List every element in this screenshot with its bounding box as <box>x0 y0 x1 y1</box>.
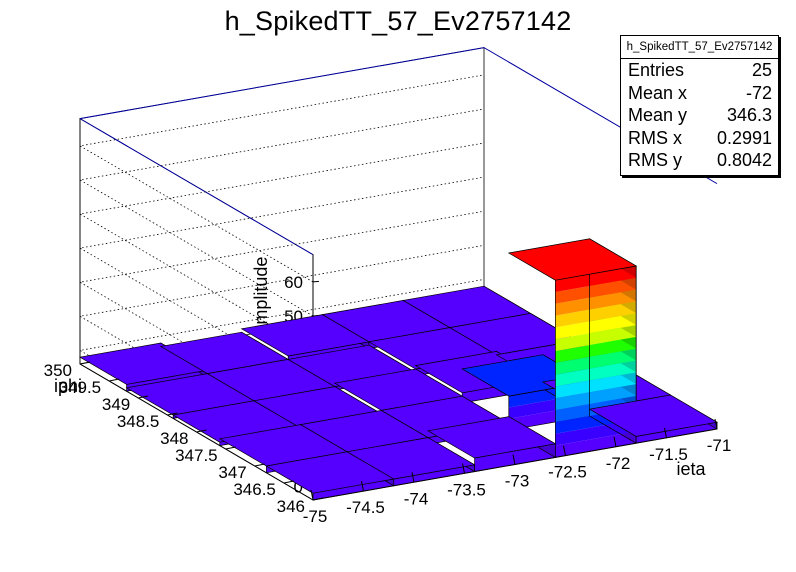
y-tick-label: 346.5 <box>233 480 276 499</box>
z-tick-label: 0 <box>294 477 303 496</box>
y-tick <box>109 378 120 382</box>
x-tick <box>664 427 667 438</box>
bar-face-front <box>313 479 394 500</box>
bar-face-front <box>555 419 637 446</box>
stats-label: Mean y <box>628 105 688 125</box>
bar-top <box>346 437 476 480</box>
x-tick <box>462 463 465 474</box>
x-tick-label: -74.5 <box>346 498 385 517</box>
x-tick-label: -73.5 <box>447 480 486 499</box>
stats-value: 346.3 <box>726 105 772 125</box>
bar-face-front <box>555 360 637 387</box>
stats-value: -72 <box>745 82 772 103</box>
y-tick-label: 347.5 <box>175 446 218 465</box>
bar-top <box>426 416 557 459</box>
y-tick <box>283 480 294 484</box>
stats-value: 0.8042 <box>716 150 772 170</box>
stats-box: h_SpikedTT_57_Ev2757142 Entries 25 Mean … <box>620 35 779 176</box>
bar-face-front <box>555 325 637 352</box>
stats-label: Entries <box>628 60 685 80</box>
lego-bars <box>78 238 719 501</box>
x-tick-label: -72.5 <box>548 463 587 482</box>
y-tick-label: 348.5 <box>117 412 160 431</box>
bar-face-front <box>555 277 637 304</box>
stats-label: RMS x <box>628 127 682 148</box>
y-tick <box>225 446 236 450</box>
y-tick <box>196 429 207 433</box>
x-tick <box>613 436 617 447</box>
x-tick-label: -72 <box>606 454 631 473</box>
bar-face-front <box>555 372 637 399</box>
top-frame-line <box>79 118 314 256</box>
stats-row: Entries 25 <box>621 59 778 82</box>
bar-face-front <box>555 266 637 292</box>
stats-row: Mean x -72 <box>621 82 778 105</box>
x-axis-label: ieta <box>676 459 706 479</box>
stats-label: RMS y <box>628 150 682 170</box>
x-tick <box>714 418 718 430</box>
x-tick-label: -74 <box>404 489 429 508</box>
bar-top <box>588 394 719 437</box>
z-tick <box>312 280 320 283</box>
x-tick <box>310 489 314 501</box>
stats-row: RMS x 0.2991 <box>621 127 778 150</box>
bar-face-front <box>474 443 556 472</box>
y-tick <box>254 463 265 467</box>
y-tick <box>167 412 178 416</box>
bar-top <box>507 238 638 281</box>
y-tick-label: 346 <box>277 497 305 516</box>
stats-value: 0.2991 <box>716 127 772 148</box>
x-tick <box>512 454 516 465</box>
bar-face-front <box>555 336 637 363</box>
chart-title: h_SpikedTT_57_Ev2757142 <box>224 6 572 36</box>
z-axis-label: amplitude <box>251 257 271 335</box>
bar-face-front <box>555 348 637 375</box>
y-tick-label: 349.5 <box>59 378 102 397</box>
x-tick <box>361 481 364 492</box>
y-tick-label: 348 <box>160 429 188 448</box>
z-tick-label: 60 <box>284 273 303 292</box>
x-tick <box>411 472 415 483</box>
stats-name: h_SpikedTT_57_Ev2757142 <box>621 36 778 59</box>
y-axis-label: iphi <box>54 376 82 396</box>
y-tick <box>79 361 91 365</box>
y-tick-label: 347 <box>218 463 246 482</box>
bar-face-front <box>555 301 637 328</box>
stats-row: Mean y 346.3 <box>621 104 778 127</box>
bar-face-front <box>555 384 637 411</box>
x-tick-label: -73 <box>505 472 530 491</box>
stats-row: RMS y 0.8042 <box>621 149 778 172</box>
y-tick-label: 350 <box>44 361 72 380</box>
bar-face-front <box>555 431 637 458</box>
stats-value: 25 <box>751 60 772 80</box>
x-tick-label: -71.5 <box>649 445 688 464</box>
bar-face-front <box>636 422 717 444</box>
x-tick-label: -71 <box>707 436 732 455</box>
bar-face-front <box>555 313 637 340</box>
top-frame-line <box>79 47 485 120</box>
x-tick-label: -75 <box>303 507 328 526</box>
y-tick <box>312 497 324 501</box>
bar-face-front <box>555 289 637 316</box>
z-gridline <box>78 74 485 283</box>
y-tick-label: 349 <box>102 395 130 414</box>
z-gridline <box>78 108 485 317</box>
x-tick <box>563 445 566 456</box>
stats-label: Mean x <box>628 82 688 103</box>
y-tick <box>138 395 149 399</box>
